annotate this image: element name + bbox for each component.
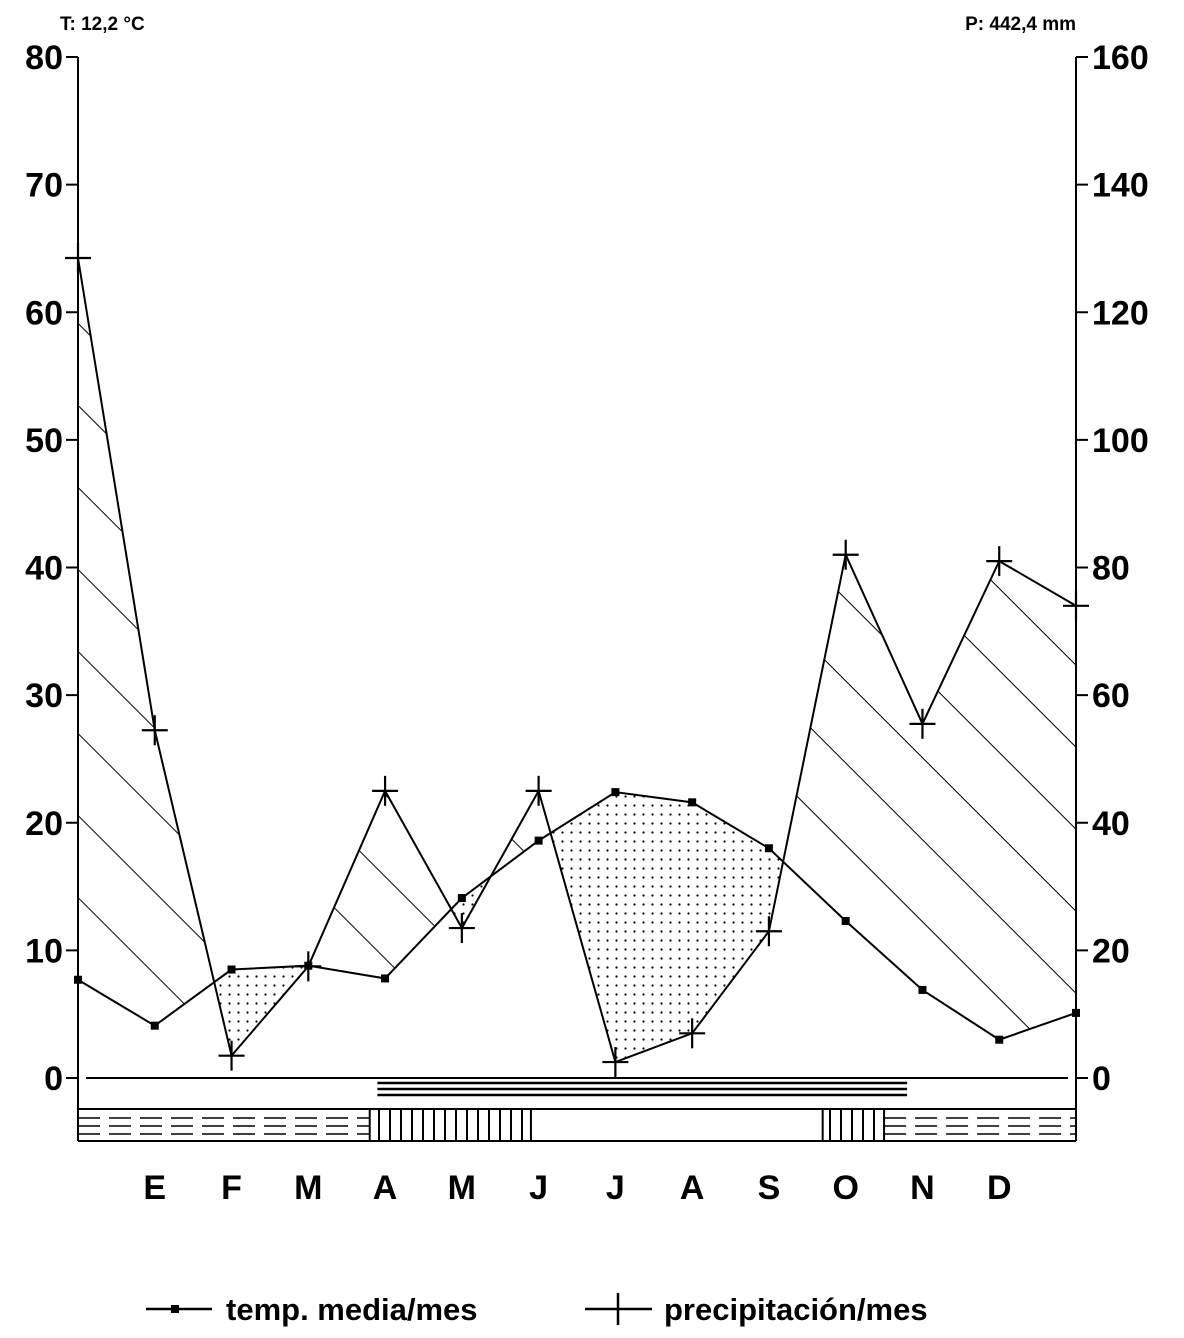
precipitation-point xyxy=(448,913,475,944)
axes xyxy=(66,56,1088,1141)
temperature-legend-label: temp. media/mes xyxy=(226,1292,478,1327)
temperature-point xyxy=(918,985,927,994)
right-tick-label: 0 xyxy=(1092,1060,1111,1098)
left-tick-label: 50 xyxy=(25,422,63,460)
month-label: D xyxy=(987,1169,1012,1207)
series-lines xyxy=(77,257,1077,1064)
precipitation-point xyxy=(909,708,936,739)
left-tick-label: 20 xyxy=(25,805,63,843)
left-tick-label: 30 xyxy=(25,677,63,715)
precipitation-point xyxy=(986,546,1013,577)
left-tick-label: 40 xyxy=(25,550,63,588)
temperature-line xyxy=(77,791,1077,1041)
humid-area xyxy=(308,790,452,979)
temperature-point xyxy=(150,1021,159,1030)
temperature-point xyxy=(74,975,82,984)
month-label: M xyxy=(448,1169,476,1207)
left-tick-label: 10 xyxy=(25,932,63,970)
month-label: A xyxy=(373,1169,398,1207)
right-tick-label: 60 xyxy=(1092,677,1130,715)
legend: temp. media/mes precipitación/mes xyxy=(146,1292,928,1327)
temperature-legend-marker xyxy=(171,1305,179,1313)
legend-item-precipitation: precipitación/mes xyxy=(585,1292,928,1327)
arid-area xyxy=(550,792,784,1062)
temperature-point xyxy=(995,1035,1004,1044)
right-tick-label: 20 xyxy=(1092,932,1130,970)
right-tick-label: 80 xyxy=(1092,550,1130,588)
mean-temperature-header: T: 12,2 °C xyxy=(60,14,145,35)
precipitation-line xyxy=(77,257,1077,1064)
frost-period-bands xyxy=(78,1081,1076,1142)
precipitation-point xyxy=(295,951,322,982)
series-markers xyxy=(65,243,1089,1078)
month-label: N xyxy=(910,1169,935,1207)
humid-area xyxy=(783,554,1076,1040)
precipitation-point xyxy=(141,715,168,746)
temperature-point xyxy=(1072,1008,1080,1017)
tick-labels: 0 10 20 30 40 50 60 70 80 0 20 40 60 80 100 120 140 160 E F… xyxy=(25,39,1149,1207)
temperature-point xyxy=(841,917,850,926)
left-tick-label: 60 xyxy=(25,294,63,332)
frost-probable-block xyxy=(368,1108,532,1142)
total-precipitation-header: P: 442,4 mm xyxy=(965,14,1076,35)
left-tick-label: 0 xyxy=(44,1060,63,1098)
month-label: S xyxy=(758,1169,781,1207)
frost-probable-block xyxy=(821,1108,886,1142)
right-tick-label: 40 xyxy=(1092,805,1130,843)
month-label: J xyxy=(529,1169,548,1207)
temperature-point xyxy=(381,974,390,983)
temperature-point xyxy=(457,894,466,903)
month-label: F xyxy=(221,1169,242,1207)
right-tick-label: 120 xyxy=(1092,294,1149,332)
precipitation-point xyxy=(832,539,859,570)
precipitation-point xyxy=(679,1018,706,1049)
precipitation-point xyxy=(65,243,91,274)
temperature-point xyxy=(534,836,543,845)
precipitation-point xyxy=(1063,590,1089,621)
precipitation-legend-label: precipitación/mes xyxy=(664,1292,928,1327)
legend-item-temperature: temp. media/mes xyxy=(146,1292,478,1327)
precipitation-point xyxy=(372,775,399,806)
humid-area xyxy=(490,790,551,877)
temperature-point xyxy=(611,788,620,797)
right-tick-label: 100 xyxy=(1092,422,1149,460)
precipitation-point xyxy=(525,775,552,806)
month-label: O xyxy=(832,1169,858,1207)
left-tick-label: 80 xyxy=(25,39,63,77)
precipitation-point xyxy=(755,916,782,947)
temperature-point xyxy=(227,965,236,974)
temperature-point xyxy=(688,798,697,807)
precipitation-point xyxy=(218,1040,245,1071)
temperature-point xyxy=(764,844,773,853)
month-label: E xyxy=(143,1169,166,1207)
surplus-deficit-areas xyxy=(78,258,1076,1062)
month-label: A xyxy=(680,1169,705,1207)
humid-area xyxy=(78,258,215,1026)
right-tick-label: 160 xyxy=(1092,39,1149,77)
month-label: M xyxy=(294,1169,322,1207)
month-label: J xyxy=(606,1169,625,1207)
right-tick-label: 140 xyxy=(1092,167,1149,205)
precipitation-point xyxy=(602,1047,629,1078)
left-tick-label: 70 xyxy=(25,167,63,205)
arid-area xyxy=(214,965,309,1056)
